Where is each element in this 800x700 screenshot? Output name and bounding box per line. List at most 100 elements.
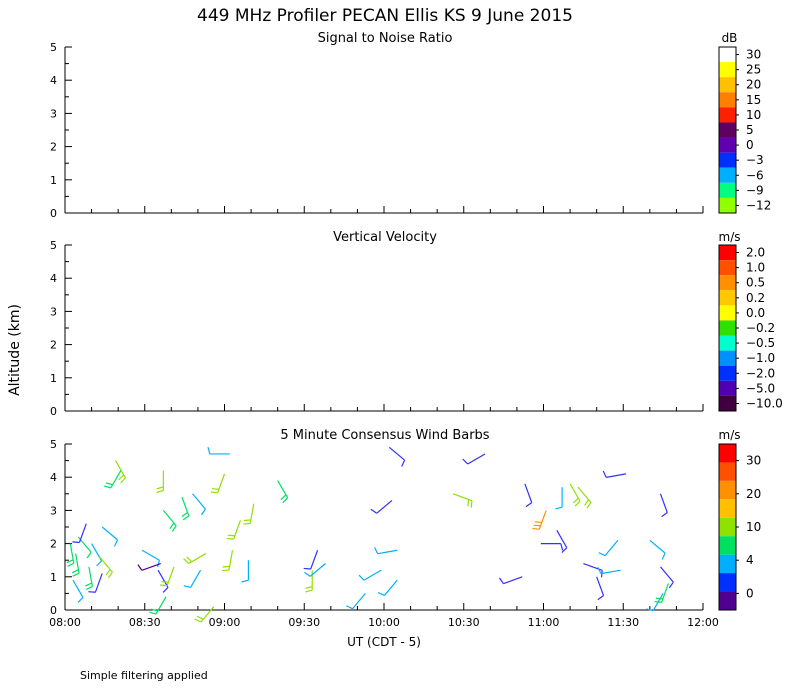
wind-barb-feather xyxy=(120,477,126,484)
wind-barb-feather xyxy=(161,581,169,583)
wind-barb-shaft xyxy=(141,562,161,571)
colorbar-swatch xyxy=(719,197,736,213)
colorbar-swatch xyxy=(719,182,736,198)
wind-barb-feather xyxy=(597,595,604,601)
y-tick-label: 3 xyxy=(50,305,57,318)
wind-barb-feather xyxy=(401,459,406,467)
wind-barb-feather xyxy=(534,521,542,524)
wind-barb-feather xyxy=(654,601,662,603)
colorbar-swatch xyxy=(719,444,736,463)
colorbar-label: 0 xyxy=(746,138,754,152)
y-tick-label: 5 xyxy=(50,239,57,252)
wind-barb-feather xyxy=(661,512,668,518)
panel-0: Signal to Noise Ratio012345dB30252015105… xyxy=(50,31,771,220)
wind-barb xyxy=(377,579,398,596)
colorbar-swatch xyxy=(719,107,736,123)
colorbar-label: 25 xyxy=(746,63,761,77)
colorbar-swatch xyxy=(719,167,736,183)
wind-barb-feather xyxy=(305,585,313,589)
wind-barb xyxy=(532,510,547,530)
wind-barb-feather xyxy=(181,512,188,518)
colorbar-swatch xyxy=(719,122,736,138)
y-tick-label: 0 xyxy=(50,405,57,418)
colorbar-swatch xyxy=(719,77,736,93)
wind-barb xyxy=(85,566,93,591)
colorbar-label: −2.0 xyxy=(746,366,775,380)
wind-barb-feather xyxy=(105,482,113,486)
wind-barb-feather xyxy=(72,572,80,577)
wind-barb-feather xyxy=(162,587,169,593)
wind-barb-feather xyxy=(586,502,592,509)
wind-barb-shaft xyxy=(388,446,406,461)
wind-barb xyxy=(659,493,668,518)
wind-barb-feather xyxy=(668,581,674,589)
wind-barb xyxy=(66,543,75,567)
y-tick-label: 0 xyxy=(50,604,57,617)
colorbar-swatch xyxy=(719,591,736,610)
panels: Signal to Noise Ratio012345dB30252015105… xyxy=(49,31,783,629)
colorbar-swatch xyxy=(719,350,736,366)
wind-barb xyxy=(72,523,87,544)
wind-barb xyxy=(569,483,581,507)
colorbar-swatch xyxy=(719,320,736,336)
wind-barb xyxy=(358,569,382,581)
wind-barb-feather xyxy=(211,488,219,490)
wind-barb xyxy=(157,569,169,593)
wind-barb-shaft xyxy=(556,530,568,548)
wind-barb xyxy=(101,526,119,547)
colorbar-label: 15 xyxy=(746,93,761,107)
wind-barb-shaft xyxy=(649,539,666,554)
colorbar-label: 30 xyxy=(746,48,761,62)
wind-barb-feather xyxy=(196,615,204,620)
wind-barb-shaft xyxy=(524,483,533,503)
wind-barb-feather xyxy=(221,569,230,572)
wind-barb xyxy=(345,593,366,610)
wind-barb xyxy=(649,539,666,560)
colorbar-swatch xyxy=(719,365,736,381)
panel-title: 5 Minute Consensus Wind Barbs xyxy=(280,428,489,443)
colorbar-unit: dB xyxy=(722,31,738,45)
y-tick-label: 0 xyxy=(50,207,57,220)
wind-barb-feather xyxy=(194,618,202,623)
colorbar-label: 10 xyxy=(746,108,761,122)
wind-barb-feather xyxy=(555,506,563,510)
wind-barb xyxy=(91,543,103,567)
colorbar-swatch xyxy=(719,499,736,518)
wind-barb xyxy=(596,576,605,601)
colorbar-label: −9 xyxy=(746,183,764,197)
colorbar-swatch xyxy=(719,573,736,592)
wind-barb-feather xyxy=(305,589,313,593)
y-axis-label: Altitude (km) xyxy=(7,304,23,396)
wind-barb-feather xyxy=(532,527,540,530)
colorbar-swatch xyxy=(719,335,736,351)
wind-barb-shaft xyxy=(309,563,326,577)
wind-barb-shaft xyxy=(363,569,382,581)
wind-barb-feather xyxy=(207,447,211,455)
colorbar-label: 30 xyxy=(746,454,761,468)
wind-barb xyxy=(304,563,326,577)
wind-barb-shaft xyxy=(604,539,619,556)
wind-barb-shaft xyxy=(596,576,605,596)
panel-2: 5 Minute Consensus Wind Barbs 0 1 2 3 4 5 08:00… xyxy=(49,428,761,629)
wind-barb-shaft xyxy=(383,579,398,596)
colorbar-label: −12 xyxy=(746,198,771,212)
y-tick-label: 4 xyxy=(50,471,57,484)
panel-1: Vertical Velocity 0 1 2 3 4 5 m/s 2.01.00.50.20.… xyxy=(50,230,783,418)
wind-barb-feather xyxy=(561,547,568,554)
wind-barb xyxy=(598,539,619,557)
colorbar-label: −0.2 xyxy=(746,321,775,335)
colorbar-swatch xyxy=(719,480,736,500)
wind-barb-feather xyxy=(157,560,160,568)
x-tick-label: 11:30 xyxy=(607,616,639,629)
wind-barb xyxy=(305,570,313,593)
colorbar-label: −0.5 xyxy=(746,336,775,350)
colorbar-label: −6 xyxy=(746,168,764,182)
wind-barb-shaft xyxy=(190,569,202,588)
wind-barb-shaft xyxy=(101,526,118,541)
wind-barb-feather xyxy=(282,497,289,504)
x-tick-label: 09:00 xyxy=(209,616,241,629)
wind-barb-feather xyxy=(345,605,353,610)
wind-barb-feather xyxy=(114,539,119,547)
wind-barb xyxy=(241,560,250,583)
